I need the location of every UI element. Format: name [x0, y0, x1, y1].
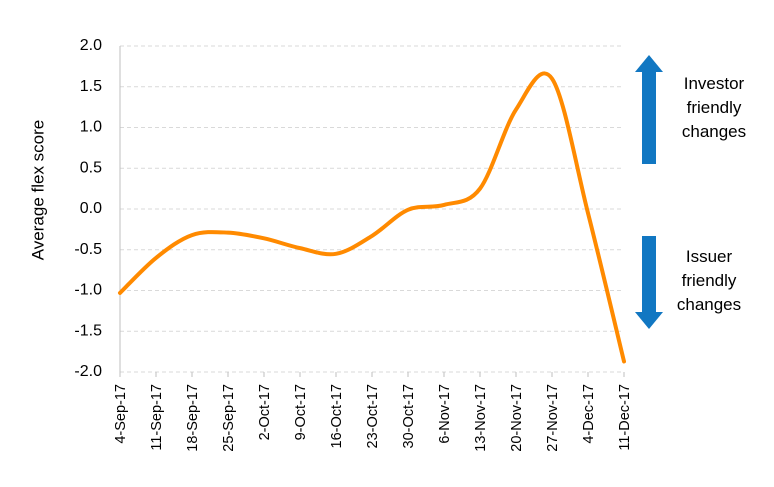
x-tick-label: 4-Sep-17 — [113, 384, 129, 444]
y-tick-label: -2.0 — [74, 363, 102, 380]
annotation-line: Issuer — [685, 247, 733, 266]
x-tick-label: 25-Sep-17 — [221, 384, 237, 452]
y-tick-label: 1.5 — [80, 78, 102, 95]
investor-annotation: Investor friendly changes — [668, 72, 760, 144]
annotation-line: changes — [676, 295, 742, 314]
x-tick-label: 13-Nov-17 — [473, 384, 489, 452]
grid-lines — [120, 45, 624, 373]
x-tick-label: 6-Nov-17 — [437, 384, 453, 444]
arrow-down-icon — [635, 236, 663, 329]
annotation-line: friendly — [686, 98, 742, 117]
x-tick-label: 23-Oct-17 — [365, 384, 381, 448]
x-tick-label: 2-Oct-17 — [257, 384, 273, 440]
y-tick-label: 0.5 — [80, 159, 102, 176]
y-axis-label: Average flex score — [28, 120, 47, 260]
x-tick-label: 27-Nov-17 — [545, 384, 561, 452]
annotation-line: changes — [681, 122, 747, 141]
x-tick-label: 18-Sep-17 — [185, 384, 201, 452]
y-tick-label: -1.5 — [74, 322, 102, 339]
x-tick-label: 9-Oct-17 — [293, 384, 309, 440]
y-tick-label: 2.0 — [80, 37, 102, 54]
annotation-line: friendly — [681, 271, 737, 290]
x-tick-label: 11-Sep-17 — [149, 384, 165, 451]
series-line — [118, 71, 626, 364]
x-tick-labels: 4-Sep-17 11-Sep-17 18-Sep-17 25-Sep-17 2-Oct… — [113, 372, 633, 452]
x-tick-label: 11-Dec-17 — [617, 384, 633, 451]
y-tick-label: -0.5 — [74, 241, 102, 258]
y-tick-label: 0.0 — [80, 200, 102, 217]
annotation-line: Investor — [683, 74, 745, 93]
y-tick-label: 1.0 — [80, 119, 102, 136]
x-tick-label: 20-Nov-17 — [509, 384, 525, 452]
x-tick-label: 16-Oct-17 — [329, 384, 345, 448]
issuer-annotation: Issuer friendly changes — [668, 245, 750, 317]
y-tick-label: -1.0 — [74, 282, 102, 299]
x-tick-label: 4-Dec-17 — [581, 384, 597, 444]
x-tick-label: 30-Oct-17 — [401, 384, 417, 448]
y-tick-labels: 2.0 1.5 1.0 0.5 0.0 -0.5 -1.0 -1.5 -2.0 — [74, 37, 102, 380]
arrow-up-icon — [635, 55, 663, 164]
